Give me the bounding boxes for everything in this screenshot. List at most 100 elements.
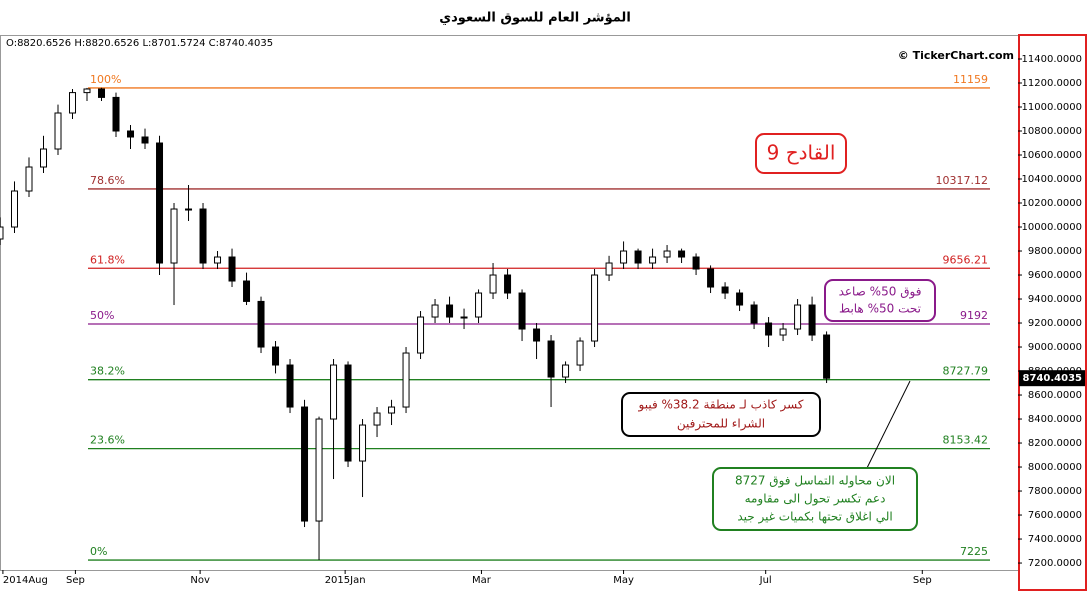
x-tick-label: Mar (472, 575, 492, 586)
last-price-label: 8740.4035 (1023, 373, 1083, 384)
candle-body (315, 418, 323, 522)
ohlc-header: O:8820.6526 H:8820.6526 L:8701.5724 C:87… (6, 38, 273, 49)
candle-body (692, 256, 700, 270)
candle-body (69, 92, 77, 114)
pointer-line (865, 380, 911, 471)
annotation-text: دعم تكسر تحول الى مقاومه (745, 492, 886, 507)
candle-body (823, 334, 831, 379)
candle-body (779, 328, 787, 336)
candle-body (359, 424, 367, 462)
fib-value: 11159 (953, 73, 988, 86)
candle-body (750, 304, 758, 324)
y-tick-label: 8400.0000 (1028, 414, 1082, 425)
fib-value: 9656.21 (943, 253, 989, 266)
annotation-box (712, 467, 918, 531)
annotation-text: كسر كاذب لـ منطقة 38.2% فيبو (638, 398, 804, 413)
x-tick-label: Jul (759, 575, 772, 586)
fib-label: 38.2% (90, 365, 125, 378)
fib-label: 61.8% (90, 253, 125, 266)
candle-body (576, 340, 584, 366)
fib-label: 50% (90, 309, 114, 322)
candle-body (228, 256, 236, 282)
y-tick-label: 7800.0000 (1028, 486, 1082, 497)
annotations: القادح 9 فوق 50% صاعد تحت 50% هابط كسر ك… (621, 133, 936, 531)
annotation-text: فوق 50% صاعد (839, 285, 922, 300)
y-tick-label: 8600.0000 (1028, 390, 1082, 401)
y-tick-label: 8200.0000 (1028, 438, 1082, 449)
candle-body (765, 322, 773, 336)
y-tick-label: 7600.0000 (1028, 510, 1082, 521)
y-tick-label: 9200.0000 (1028, 318, 1082, 329)
candle-body (663, 250, 671, 258)
candle-body (54, 112, 62, 150)
y-tick-label: 11400.0000 (1022, 54, 1082, 65)
candle-body (547, 340, 555, 378)
annotation-box (824, 279, 936, 322)
annotation-text: تحت 50% هابط (839, 302, 921, 316)
fib-label: 23.6% (90, 434, 125, 447)
y-tick-label: 10200.0000 (1022, 198, 1082, 209)
candle-body (707, 268, 715, 288)
candle-body (475, 292, 483, 318)
candle-body (620, 250, 628, 264)
candle-body (431, 304, 439, 318)
candle-body (605, 262, 613, 276)
y-tick-label: 11000.0000 (1022, 102, 1082, 113)
candle-body (11, 190, 19, 228)
candle-body (402, 352, 410, 408)
candle-body (591, 274, 599, 342)
y-tick-label: 10000.0000 (1022, 222, 1082, 233)
fib-value: 7225 (960, 545, 988, 558)
axis-frame (1018, 34, 1087, 591)
fib-value: 9192 (960, 309, 988, 322)
candle-body (649, 256, 657, 264)
candle-body (112, 96, 120, 132)
fib-value: 8153.42 (943, 434, 989, 447)
x-tick-label: Sep (66, 575, 85, 586)
last-price-box (1019, 370, 1085, 387)
candle-body (808, 304, 816, 336)
candle-body (40, 148, 48, 168)
candle-body (170, 208, 178, 264)
fib-label: 0% (90, 545, 107, 558)
candle-body (98, 88, 106, 98)
candle-body (344, 364, 352, 462)
candle-body (199, 208, 207, 264)
y-tick-label: 7200.0000 (1028, 558, 1082, 569)
candle-body (0, 226, 4, 240)
candle-body (417, 316, 425, 354)
fib-label: 78.6% (90, 174, 125, 187)
y-tick-label: 11200.0000 (1022, 78, 1082, 89)
candle-body (489, 274, 497, 294)
y-tick-label: 7400.0000 (1028, 534, 1082, 545)
candle-body (794, 304, 802, 330)
x-tick-label: May (613, 575, 634, 586)
y-tick-label: 9400.0000 (1028, 294, 1082, 305)
fib-label: 100% (90, 73, 121, 86)
candle-body (141, 136, 149, 144)
y-tick-label: 9600.0000 (1028, 270, 1082, 281)
annotation-text: الشراء للمحترفين (677, 417, 765, 432)
candle-body (257, 300, 265, 348)
x-tick-label: 2014Aug (3, 575, 48, 586)
candle-body (156, 142, 164, 264)
annotation-box (621, 392, 821, 437)
candle-body (243, 280, 251, 302)
candle-body (446, 304, 454, 318)
fib-value: 10317.12 (936, 174, 989, 187)
y-tick-label: 8000.0000 (1028, 462, 1082, 473)
annotation-text: الي اغلاق تحتها بكميات غير جيد (737, 510, 892, 525)
x-tick-label: 2015Jan (325, 575, 366, 586)
watermark: © TickerChart.com (898, 49, 1014, 62)
candle-body (634, 250, 642, 264)
y-tick-label: 10600.0000 (1022, 150, 1082, 161)
y-tick-label: 9800.0000 (1028, 246, 1082, 257)
candle-body (504, 274, 512, 294)
candle-body (373, 412, 381, 426)
x-tick-label: Sep (913, 575, 932, 586)
annotation-text: القادح 9 (767, 141, 836, 165)
candle-body (185, 208, 193, 211)
candle-body (214, 256, 222, 264)
